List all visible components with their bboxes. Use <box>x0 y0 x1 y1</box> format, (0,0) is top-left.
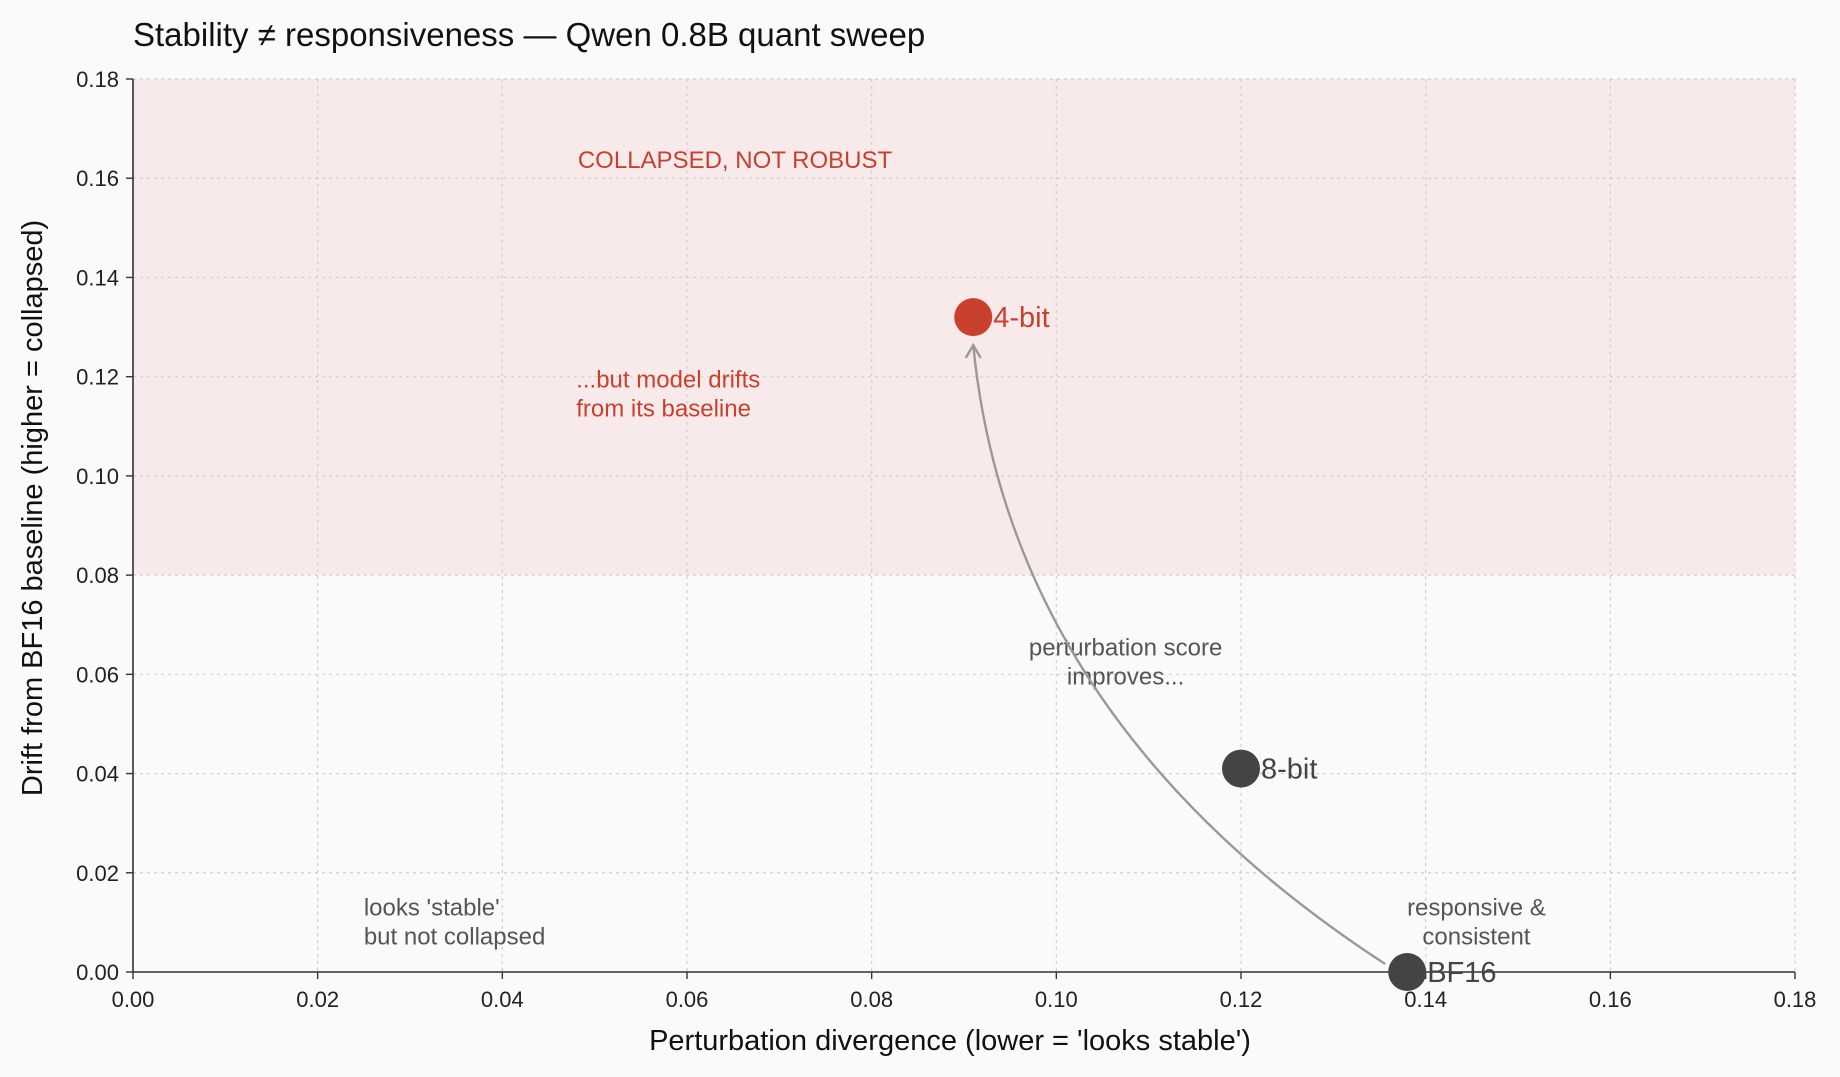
plot-area: 0.00 0.02 0.04 0.06 0.08 0.10 0.12 0.14 0.16 0.18… <box>76 67 1816 1012</box>
y-tick-label: 0.16 <box>76 166 119 191</box>
collapsed-region-label: COLLAPSED, NOT ROBUST <box>578 147 893 174</box>
y-tick-label: 0.08 <box>76 563 119 588</box>
chart-title: Stability ≠ responsiveness — Qwen 0.8B q… <box>133 16 925 53</box>
x-tick-label: 0.02 <box>296 987 339 1012</box>
y-tick-label: 0.06 <box>76 662 119 687</box>
y-tick-label: 0.12 <box>76 365 119 390</box>
data-point <box>1222 749 1260 788</box>
x-tick-label: 0.10 <box>1035 987 1078 1012</box>
annotation-text: consistent <box>1422 924 1530 951</box>
x-tick-label: 0.14 <box>1404 987 1447 1012</box>
y-tick-label: 0.04 <box>76 762 119 787</box>
annotation-text: from its baseline <box>576 395 751 422</box>
x-tick-label: 0.18 <box>1774 987 1817 1012</box>
data-point-label: 4-bit <box>993 302 1049 334</box>
data-point <box>1388 953 1427 991</box>
x-tick-label: 0.04 <box>481 987 524 1012</box>
annotation-text: ...but model drifts <box>576 366 760 393</box>
trajectory-arrow <box>972 345 1386 966</box>
x-tick-label: 0.12 <box>1220 987 1263 1012</box>
annotation-text: responsive & <box>1407 895 1546 922</box>
y-tick-label: 0.00 <box>76 960 119 985</box>
annotation-text: improves... <box>1067 663 1184 690</box>
y-tick-label: 0.02 <box>76 861 119 886</box>
y-tick-label: 0.14 <box>76 265 119 290</box>
data-point-label: 8-bit <box>1261 754 1317 786</box>
x-axis-label: Perturbation divergence (lower = 'looks … <box>649 1025 1251 1057</box>
y-axis-label: Drift from BF16 baseline (higher = colla… <box>17 220 49 796</box>
annotation-text: perturbation score <box>1029 634 1222 661</box>
y-tick-label: 0.10 <box>76 464 119 489</box>
y-tick-label: 0.18 <box>76 67 119 92</box>
annotation-text: looks 'stable' <box>364 895 500 922</box>
data-point-label: BF16 <box>1427 957 1496 989</box>
x-tick-label: 0.08 <box>850 987 893 1012</box>
x-tick-label: 0.06 <box>666 987 709 1012</box>
trajectory-arrowhead <box>965 342 982 359</box>
annotation-text: but not collapsed <box>364 924 545 951</box>
x-tick-label: 0.00 <box>112 987 155 1012</box>
data-point <box>954 298 993 337</box>
x-tick-label: 0.16 <box>1589 987 1632 1012</box>
